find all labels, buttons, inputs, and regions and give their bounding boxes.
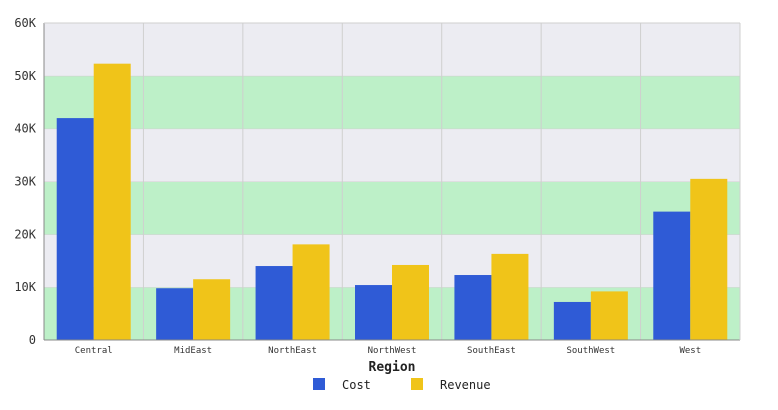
y-tick-label: 50K — [14, 69, 36, 83]
bars — [56, 63, 728, 340]
bar-cost-southeast — [454, 275, 492, 340]
x-tick-labels: Central MidEast NorthEast NorthWest SouthEas… — [75, 346, 701, 356]
bar-cost-northwest — [355, 285, 392, 340]
y-tick-label: 20K — [14, 227, 36, 241]
band-2 — [44, 181, 740, 235]
background-bands — [44, 22, 740, 340]
bar-revenue-northeast — [292, 244, 330, 340]
y-tick-label: 30K — [14, 175, 36, 189]
band-3 — [44, 128, 740, 182]
vertical-gridlines — [142, 23, 642, 340]
x-tick-label: SouthEast — [467, 346, 516, 356]
legend-label-cost: Cost — [342, 378, 371, 392]
bar-cost-west — [653, 211, 691, 340]
legend-label-revenue: Revenue — [440, 378, 491, 392]
y-tick-label: 10K — [14, 280, 36, 294]
x-tick-label: NorthWest — [368, 346, 417, 356]
axes — [43, 22, 741, 341]
x-axis-title: Region — [369, 360, 416, 375]
y-tick-label: 40K — [14, 122, 36, 136]
bar-revenue-west — [690, 178, 728, 340]
legend: Cost Revenue — [313, 378, 491, 392]
x-tick-label: MidEast — [174, 346, 212, 356]
x-tick-label: Central — [75, 346, 113, 356]
x-tick-label: NorthEast — [268, 346, 317, 356]
bar-revenue-southwest — [590, 291, 628, 340]
legend-swatch-cost — [313, 378, 325, 390]
bar-cost-central — [56, 118, 94, 340]
bar-revenue-central — [93, 63, 131, 340]
bar-cost-mideast — [156, 288, 194, 340]
legend-swatch-revenue — [411, 378, 423, 390]
bar-revenue-northwest — [392, 264, 429, 340]
bar-revenue-southeast — [491, 253, 529, 340]
band-5 — [44, 23, 740, 76]
x-tick-label: West — [679, 346, 701, 356]
y-tick-label: 0 — [29, 333, 36, 347]
y-tick-label: 60K — [14, 16, 36, 30]
x-tick-label: SouthWest — [566, 346, 615, 356]
bar-cost-northeast — [255, 266, 293, 340]
y-tick-labels: 0 10K 20K 30K 40K 50K 60K — [14, 16, 36, 347]
band-4 — [44, 75, 740, 129]
bar-cost-southwest — [553, 301, 591, 340]
bar-revenue-mideast — [193, 279, 231, 340]
